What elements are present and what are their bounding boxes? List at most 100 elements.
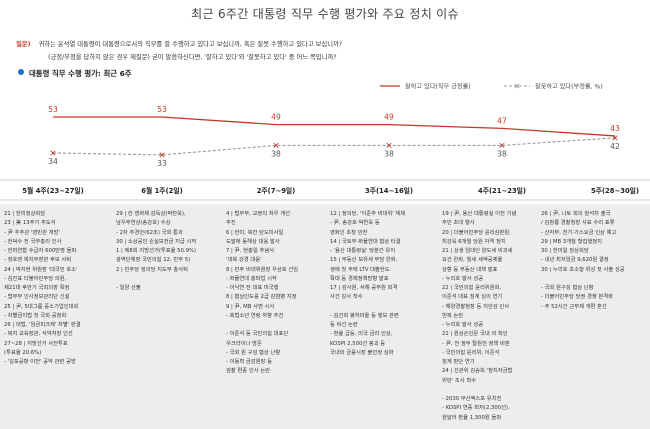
series-line-negative	[53, 116, 616, 137]
event-item: 광역단체장 국민의힘 12, 민주 5)	[116, 257, 191, 264]
event-item: 30 | 소상공인 손실보전금 지급 시작	[116, 238, 197, 245]
event-item: - 尹 추추관 '영빈관 개방'	[4, 229, 60, 236]
event-item: - 尹, 전 정부 탈원전 정책 비판	[442, 340, 510, 347]
event-item: '대북 강경 대응'	[226, 257, 262, 264]
event-item: 30 | 한미일 정상회담	[541, 248, 589, 254]
event-item: 등 비선 논란	[330, 322, 358, 328]
event-item: 도발에 동해상 대응 발사	[226, 238, 280, 245]
legend-label-negative: 잘하고 있다(직무 긍정률)	[405, 83, 471, 91]
data-label-positive: 34	[48, 157, 58, 166]
event-item: - 이동혁 금감원장 등	[226, 359, 272, 365]
data-label-positive: 38	[271, 149, 281, 158]
event-item: - 누리호 발사 성공	[442, 275, 484, 282]
event-item: 최강욱 6개월 당원 자격 정지	[442, 238, 506, 245]
legend-marker-x-icon	[514, 83, 520, 89]
chart-title: 대통령 직무 수행 평가: 최근 6주	[29, 69, 132, 78]
event-item: 30 | 누리호 초소형 위성 첫 사출 성공	[541, 266, 625, 273]
event-item: - 김건희 봉하마을 등 행보 관련	[330, 312, 399, 319]
event-column: 4 | 법무부, 교정직 처우 개선 추진 6 | 한미, 북한 탄도미사일 도발에 …	[226, 210, 330, 377]
event-item: 29 | 칸 영화제 감독상(박찬욱),	[116, 211, 186, 217]
event-item: - 한미연합 수급자 600만명 돌파	[4, 248, 77, 254]
event-item	[226, 321, 330, 330]
event-item	[541, 275, 649, 284]
period-label: 5주(28~30일)	[591, 186, 639, 195]
event-item: 8 | 민주 비대위원장 우상호 선임	[226, 266, 299, 273]
event-item: 2 | 민주당 정의당 지도부 총사퇴	[116, 266, 189, 273]
event-item	[116, 275, 226, 284]
event-item: - 축법소년 연령 하향 추진	[226, 312, 284, 319]
event-item: - 누리호 발사 성공	[442, 322, 484, 328]
event-item: - KOSPI 연중 최저(2,300선),	[442, 405, 510, 412]
period-label: 5월 4주(23~27일)	[22, 186, 83, 195]
event-item: 요건 완화, 월세 세액공제율	[442, 257, 503, 264]
event-item: - 더불어민주당 당권 경쟁 본격화	[541, 294, 613, 301]
event-item: 19 | 尹, 용산 대통령실 이전 기념	[442, 211, 517, 217]
event-item: - 법무부 인사정보관리단 신설	[4, 294, 70, 301]
event-item: 상향 등 부동산 대책 발표	[442, 266, 498, 273]
page-title: 최근 6주간 대통령 직무 수행 평가와 주요 정치 이슈	[191, 7, 459, 21]
event-column: 21 | 한미정상회담 23 | 美 13주기 추도식 - 尹 추추관 '영빈관 개…	[4, 210, 116, 367]
data-label-positive: 38	[497, 149, 507, 158]
event-item: - 김진표 더불어민주당 의원,	[4, 275, 67, 282]
event-item: - 복지 교육장관, 식약처장 인선	[4, 331, 73, 338]
event-item: 14 | 국토부·화물연대 협상 타결	[330, 238, 401, 245]
event-item: - 일양 산불	[116, 285, 141, 291]
event-item: - '김포공항 이전' 공약 관련 공방	[4, 359, 76, 365]
event-item: - '용산 대통령실' 당분간 유지	[330, 248, 396, 254]
event-item: 주민 초대 행사	[442, 220, 475, 227]
event-item: - 해양경찰청장 등 치안감 인사	[442, 303, 510, 310]
event-item: - 화물연대 총파업 시작	[226, 275, 277, 282]
event-item: 영화인 초청 만찬	[330, 229, 368, 236]
event-item: 29 | MB 3개월 형집행정지	[541, 238, 602, 245]
event-item: 15 | 부동산 보유세 부담 완화,	[330, 257, 398, 264]
event-item	[442, 386, 541, 395]
question-label: 질문)	[16, 41, 31, 48]
event-item: 6 | 한미, 북한 탄도미사일	[226, 229, 284, 236]
event-item: 원달러 환율 1,300원 돌파	[442, 414, 502, 421]
event-column: 26 | 尹, 나토 회의 참석차 출국 / 김창룡 경찰청장 사표 수리 표류 -…	[541, 210, 649, 312]
event-item: 1 | 제8회 지방선거(투표율 50.9%)	[116, 248, 197, 254]
event-item: 징계 판단 연기	[442, 359, 475, 365]
event-item: 17 | 감사원, 서해 공무원 피격	[330, 285, 398, 291]
point-marker-x-icon	[50, 150, 56, 156]
event-item: 24 | 박지현 위원장 '대국민 호소'	[4, 266, 78, 273]
event-item: 27~28 | 지방선거 사전투표	[4, 340, 68, 347]
point-marker-x-icon	[273, 142, 279, 148]
data-label-negative: 53	[48, 105, 58, 114]
event-item: 26 | 대법, '임금피크제' 차별' 판결	[4, 322, 81, 328]
event-column: 12 | 정의당, '이준추 비대위' 체제 - 尹, 송강호·박찬욱 등 영화인 …	[330, 210, 442, 358]
event-item: 추진	[226, 220, 236, 227]
event-item	[330, 303, 442, 312]
event-item: 번복 논란	[442, 312, 464, 319]
event-item: - 국회 원 구성 협상 난항	[226, 349, 281, 356]
data-label-negative: 53	[157, 105, 167, 114]
bullet-dot-icon	[18, 69, 24, 75]
data-label-negative: 47	[497, 116, 507, 125]
event-item: 생애 첫 주택 LTV 대출한도	[330, 266, 390, 273]
event-item: 확대 등 경제정책방향 발표	[330, 275, 389, 282]
event-item: 7 | 尹, 현충일 추념사	[226, 248, 275, 254]
data-label-positive: 38	[384, 149, 394, 158]
event-item: - 이준석 등 국민의힘 대표단	[226, 331, 289, 338]
event-item: 20 | 더불어민주당 윤리심판원,	[442, 229, 511, 236]
event-item: 검찰 편중 인사 논란	[226, 368, 271, 375]
event-item: 21 | 상생 임대인 양도세 비과세	[442, 248, 513, 254]
event-item: 21 | 한미정상회담	[4, 211, 46, 217]
event-item: 이준석 대표 징계 심의 연기	[442, 294, 503, 301]
question-line-1: 귀하는 윤석열 대통령이 대통령으로서의 직무를 잘 수행하고 있다고 보십니까…	[38, 41, 343, 48]
event-item: - 국민의힘 윤리위, 이준석	[442, 349, 500, 356]
event-item: - 2030 부산엑스포 유치전	[442, 396, 502, 402]
data-label-negative: 43	[610, 124, 620, 133]
data-label-positive: 42	[610, 142, 620, 151]
point-marker-x-icon	[159, 152, 165, 158]
approval-line-chart: 잘하고 있다(직무 긍정률) 잘못하고 있다(부정률, %) 53 53 49 49 47 4…	[0, 83, 650, 201]
period-label: 2주(7~9일)	[257, 186, 296, 195]
series-line-positive	[52, 137, 616, 156]
event-item: 24 | 선관위 김승희 '정치자금법	[442, 368, 513, 375]
event-item: - 내년 최저임금 9,620원 결정	[541, 257, 609, 264]
event-item: KOSPI 2,500선 붕괴 등	[330, 340, 386, 347]
event-item: - 환율 급등, 미국 금리 인상,	[330, 331, 393, 338]
period-label: 4주(21~23일)	[478, 186, 526, 195]
point-marker-x-icon	[499, 142, 505, 148]
